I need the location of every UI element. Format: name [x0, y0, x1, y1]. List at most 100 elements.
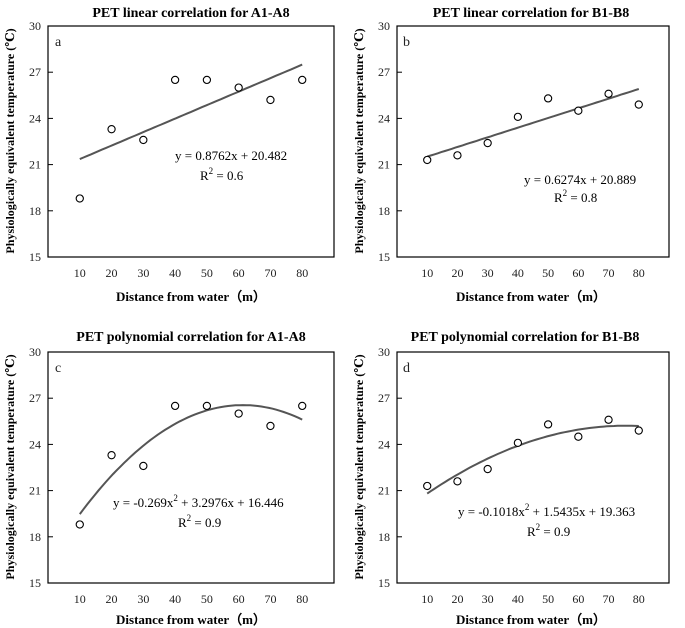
- data-point: [634, 100, 643, 109]
- data-point: [202, 401, 212, 411]
- x-tick-label: 20: [451, 266, 463, 280]
- regression-equation: y = -0.269x2 + 3.2976x + 16.446: [113, 493, 284, 510]
- x-tick-label: 40: [169, 266, 181, 280]
- y-tick-label: 27: [378, 65, 390, 79]
- panel-c: PET polynomial correlation for A1-A8 c P…: [3, 330, 335, 627]
- x-axis-label: Distance from water（m）: [456, 289, 606, 304]
- data-point: [423, 155, 432, 165]
- data-point: [513, 112, 523, 122]
- y-tick-label: 15: [378, 250, 390, 264]
- plot-frame: [396, 25, 670, 258]
- y-tick-label: 24: [378, 111, 390, 125]
- chart-title: PET polynomial correlation for A1-A8: [76, 330, 305, 345]
- x-tick-label: 30: [482, 266, 494, 280]
- y-axis-label: Physiologically equivalent temperature (…: [352, 354, 366, 579]
- data-point: [170, 401, 180, 411]
- data-point: [75, 194, 84, 203]
- data-point: [202, 75, 212, 85]
- y-tick-label: 27: [378, 391, 390, 405]
- regression-equation: y = 0.8762x + 20.482: [175, 148, 287, 163]
- chart-title: PET linear correlation for A1-A8: [92, 6, 289, 21]
- x-tick-label: 20: [106, 592, 118, 606]
- data-point: [543, 420, 553, 429]
- y-tick-label: 30: [378, 19, 390, 33]
- plot-frame: [396, 351, 670, 584]
- x-tick-label: 30: [482, 592, 494, 606]
- data-point: [234, 83, 243, 92]
- panel-letter: c: [55, 361, 61, 376]
- x-tick-label: 60: [572, 266, 584, 280]
- panel-b: PET linear correlation for B1-B8 b Physi…: [352, 6, 670, 304]
- x-axis-label: Distance from water（m）: [116, 289, 266, 304]
- y-tick-label: 21: [29, 484, 41, 498]
- y-tick-label: 18: [378, 530, 390, 544]
- y-tick-label: 18: [29, 530, 41, 544]
- x-axis-label: Distance from water（m）: [456, 612, 606, 627]
- data-point: [266, 95, 275, 105]
- r-squared-label: R2 = 0.9: [178, 513, 221, 530]
- trend-line: [79, 404, 303, 515]
- data-point: [634, 426, 643, 435]
- x-tick-label: 70: [603, 592, 615, 606]
- data-point: [574, 432, 583, 441]
- plot-frame: [47, 351, 335, 584]
- y-axis-label: Physiologically equivalent temperature (…: [3, 28, 17, 253]
- chart-title: PET linear correlation for B1-B8: [433, 6, 630, 21]
- data-point: [234, 409, 243, 418]
- x-tick-label: 50: [201, 266, 213, 280]
- x-tick-label: 40: [512, 592, 524, 606]
- r-squared-label: R2 = 0.8: [554, 188, 597, 205]
- panel-a: PET linear correlation for A1-A8 a Physi…: [3, 6, 335, 304]
- panel-d: PET polynomial correlation for B1-B8 d P…: [352, 330, 670, 627]
- trend-line: [79, 63, 303, 161]
- x-tick-label: 30: [137, 266, 149, 280]
- x-tick-label: 50: [201, 592, 213, 606]
- data-point: [543, 94, 553, 103]
- y-tick-label: 21: [378, 158, 390, 172]
- x-tick-label: 30: [137, 592, 149, 606]
- data-point: [75, 520, 84, 529]
- chart-title: PET polynomial correlation for B1-B8: [411, 330, 640, 345]
- data-point: [423, 481, 432, 491]
- y-tick-label: 21: [29, 158, 41, 172]
- data-point: [298, 75, 307, 85]
- x-tick-label: 10: [421, 266, 433, 280]
- panel-letter: b: [403, 35, 410, 50]
- x-tick-label: 50: [542, 266, 554, 280]
- y-tick-label: 15: [378, 576, 390, 590]
- data-point: [266, 421, 275, 431]
- plot-frame: [47, 25, 335, 258]
- y-tick-label: 21: [378, 484, 390, 498]
- y-tick-label: 24: [378, 437, 390, 451]
- x-tick-label: 60: [233, 266, 245, 280]
- x-tick-label: 40: [169, 592, 181, 606]
- r-squared-label: R2 = 0.6: [200, 166, 244, 183]
- data-point: [453, 151, 462, 160]
- x-tick-label: 80: [633, 592, 645, 606]
- y-tick-label: 24: [29, 111, 41, 125]
- x-tick-label: 20: [451, 592, 463, 606]
- y-tick-label: 24: [29, 437, 41, 451]
- x-tick-label: 70: [264, 266, 276, 280]
- y-tick-label: 30: [378, 345, 390, 359]
- data-point: [298, 401, 307, 411]
- x-tick-label: 20: [106, 266, 118, 280]
- y-tick-label: 15: [29, 576, 41, 590]
- x-axis-label: Distance from water（m）: [116, 612, 266, 627]
- trend-line: [426, 88, 640, 158]
- x-tick-label: 80: [296, 266, 308, 280]
- x-tick-label: 40: [512, 266, 524, 280]
- data-point: [170, 75, 180, 85]
- x-tick-label: 50: [542, 592, 554, 606]
- data-point: [574, 106, 583, 115]
- x-tick-label: 10: [74, 592, 86, 606]
- data-point: [139, 135, 148, 145]
- panel-letter: a: [55, 35, 62, 50]
- data-point: [483, 464, 492, 474]
- regression-equation: y = 0.6274x + 20.889: [524, 172, 636, 187]
- y-tick-label: 18: [378, 204, 390, 218]
- panel-letter: d: [403, 361, 410, 376]
- x-tick-label: 10: [421, 592, 433, 606]
- data-point: [107, 125, 116, 134]
